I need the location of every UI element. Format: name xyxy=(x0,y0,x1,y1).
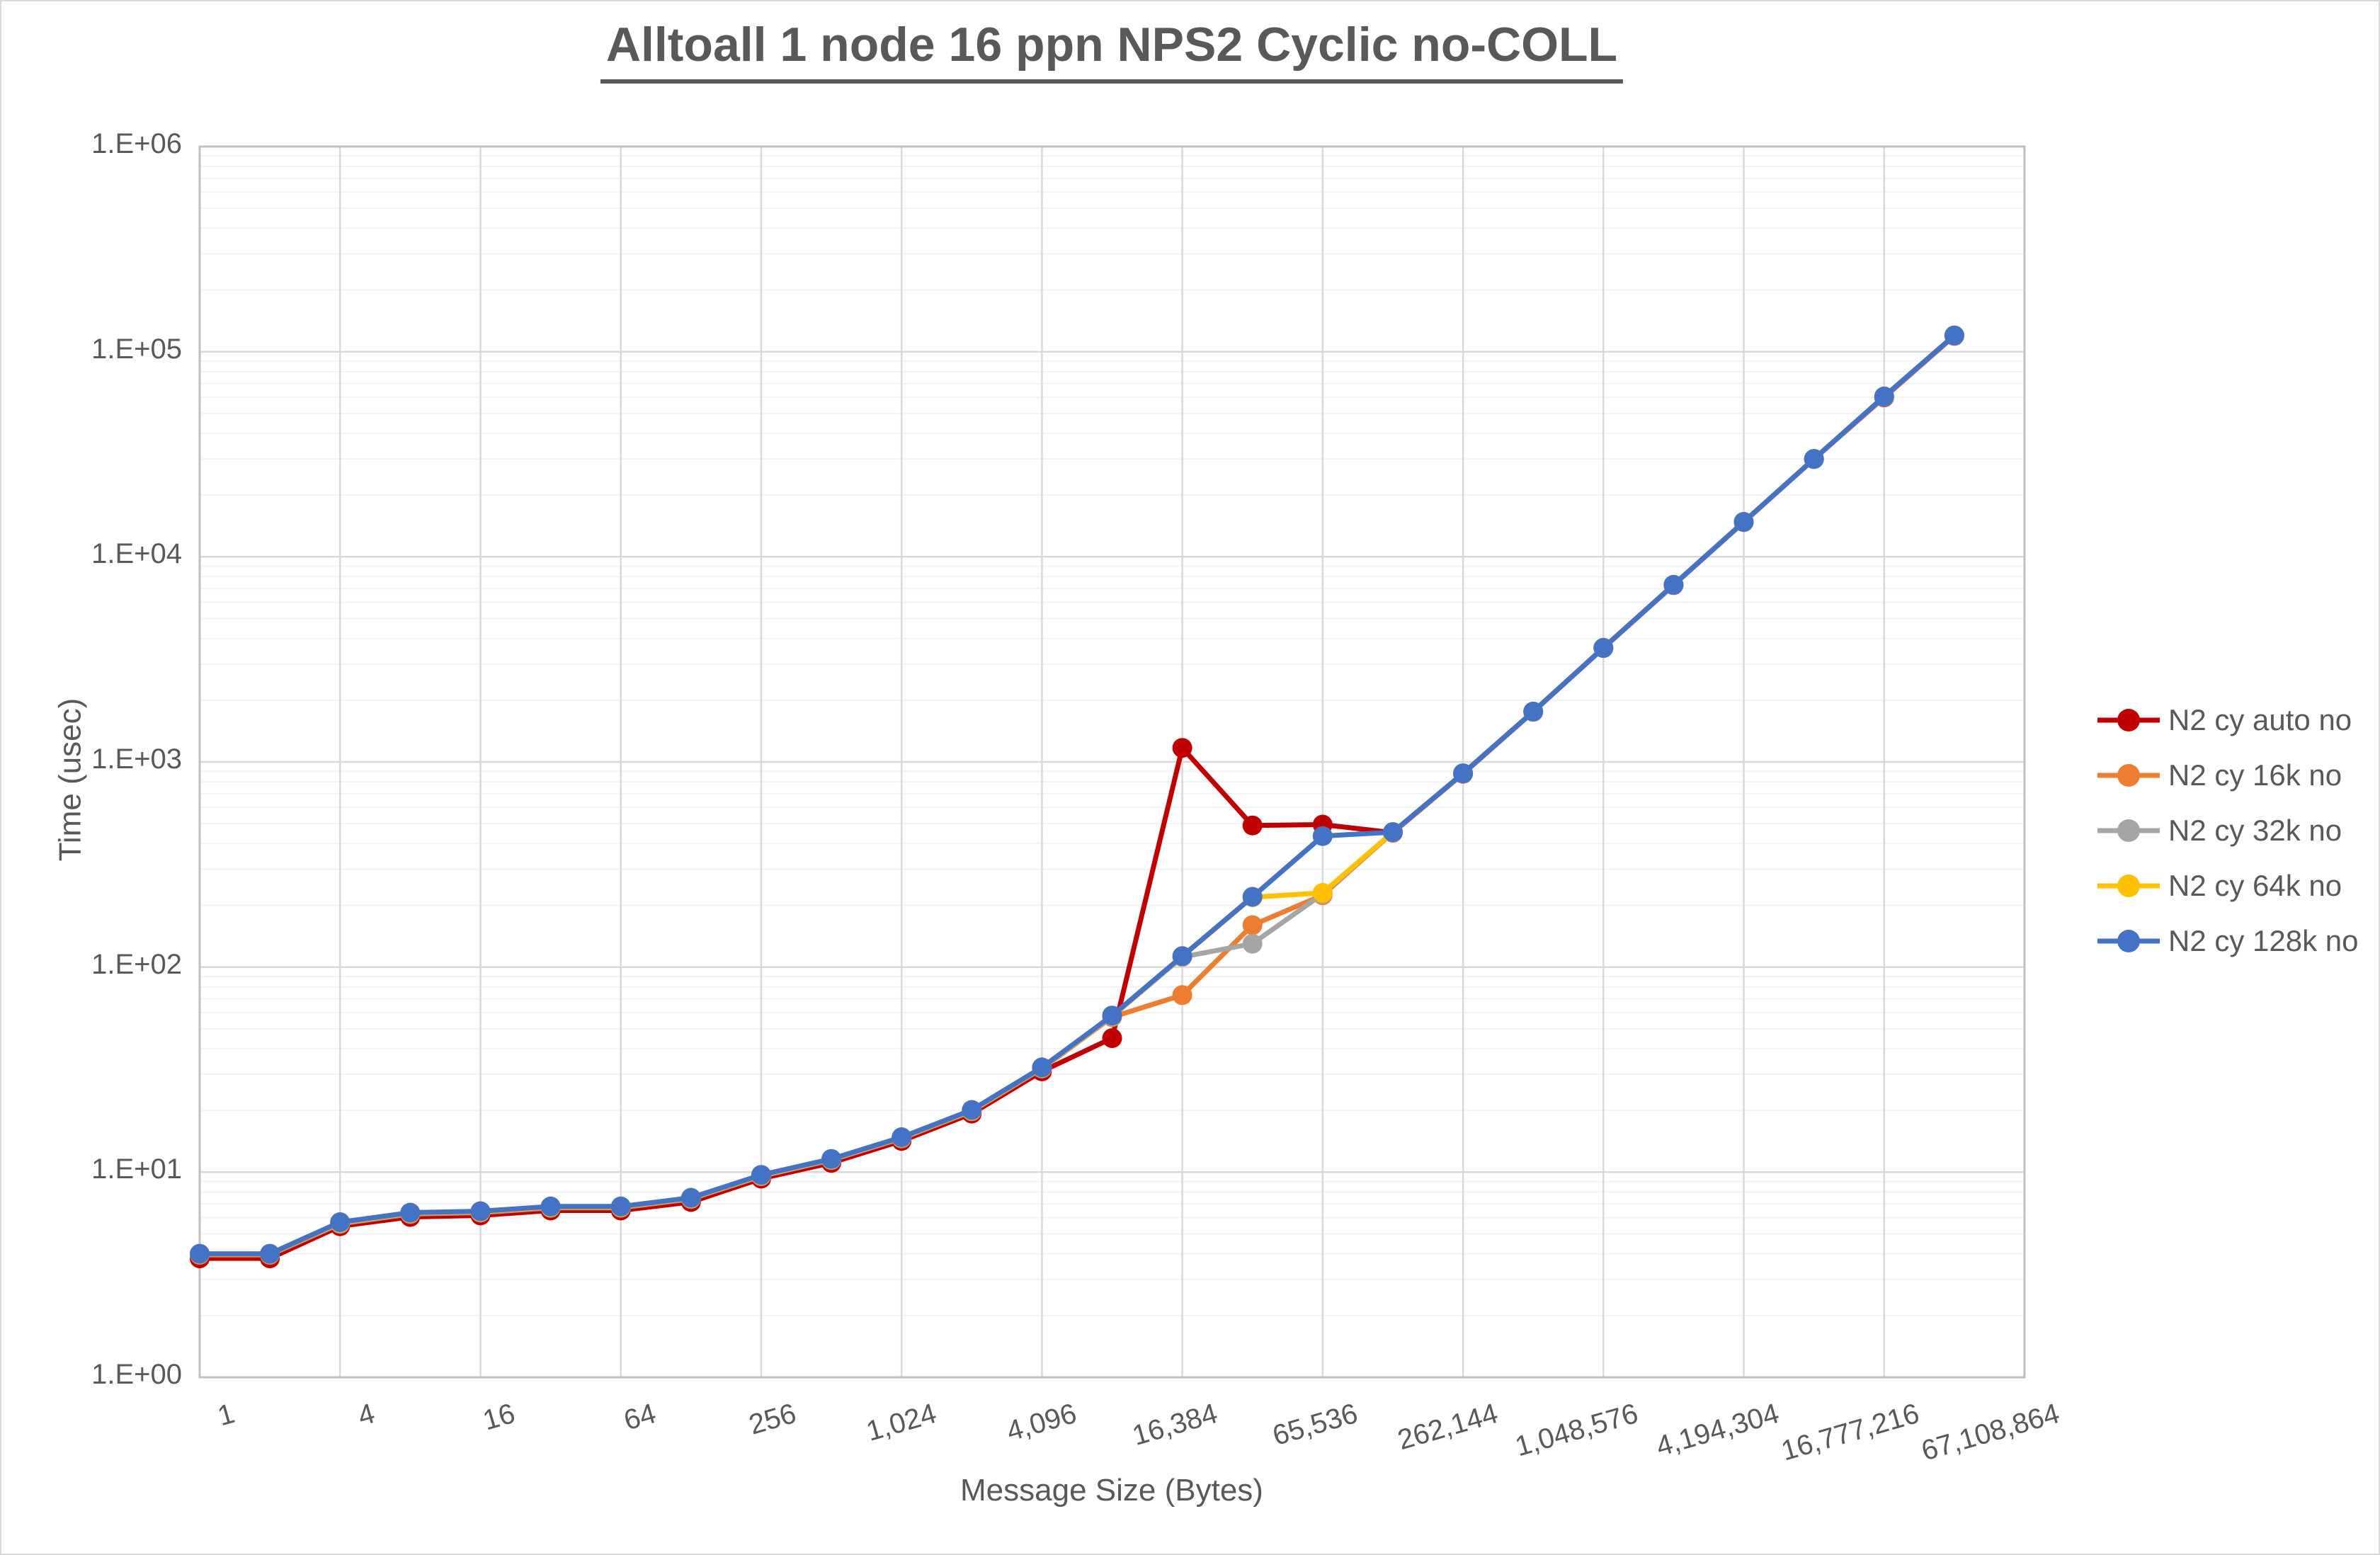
legend-item-n2-cy-128k-no: N2 cy 128k no xyxy=(2096,921,2359,962)
y-tick-label: 1.E+03 xyxy=(91,744,182,775)
series-line-2 xyxy=(197,333,1957,1257)
series-marker-icon xyxy=(892,1127,912,1147)
series-marker-icon xyxy=(1242,915,1263,935)
series-marker-icon xyxy=(1804,449,1824,469)
legend-marker-icon xyxy=(2097,819,2160,842)
series-line-0 xyxy=(197,333,1957,1261)
series-marker-icon xyxy=(1453,763,1474,784)
series-marker-icon xyxy=(1242,887,1263,907)
legend-item-n2-cy-32k-no: N2 cy 32k no xyxy=(2096,810,2359,851)
series-marker-icon xyxy=(1733,512,1754,532)
series-marker-icon xyxy=(1383,822,1403,843)
series-marker-icon xyxy=(540,1196,561,1217)
series-marker-icon xyxy=(610,1196,631,1217)
series-marker-icon xyxy=(1172,985,1192,1006)
legend-label: N2 cy 64k no xyxy=(2168,869,2342,902)
series-marker-icon xyxy=(1312,882,1333,903)
legend-label: N2 cy 128k no xyxy=(2168,924,2359,957)
series-marker-icon xyxy=(751,1165,771,1185)
series-marker-icon xyxy=(1102,1006,1122,1026)
series-marker-icon xyxy=(1523,701,1544,722)
series-marker-icon xyxy=(470,1201,491,1221)
y-tick-label: 1.E+01 xyxy=(91,1154,182,1185)
series-marker-icon xyxy=(1663,574,1684,595)
legend-marker-icon xyxy=(2097,875,2160,897)
series-line-3 xyxy=(197,333,1957,1257)
chart-title: Alltoall 1 node 16 ppn NPS2 Cyclic no-CO… xyxy=(600,17,1624,84)
y-tick-label: 1.E+05 xyxy=(91,333,182,365)
x-axis-title: Message Size (Bytes) xyxy=(960,1473,1263,1508)
series-marker-icon xyxy=(1102,1028,1122,1049)
legend-item-n2-cy-64k-no: N2 cy 64k no xyxy=(2096,865,2359,906)
series-marker-icon xyxy=(1944,325,1964,346)
legend-label: N2 cy auto no xyxy=(2168,703,2352,736)
legend: N2 cy auto no N2 cy 16k no N2 cy 32k no N2 … xyxy=(2096,700,2359,962)
legend-marker-icon xyxy=(2097,930,2160,952)
y-tick-label: 1.E+00 xyxy=(91,1359,182,1390)
series-marker-icon xyxy=(400,1202,421,1223)
series-marker-icon xyxy=(681,1187,701,1208)
series-marker-icon xyxy=(1242,933,1263,954)
y-axis-title: Time (usec) xyxy=(52,697,88,862)
series-marker-icon xyxy=(962,1100,982,1120)
y-tick-label: 1.E+04 xyxy=(91,538,182,570)
series-marker-icon xyxy=(1032,1057,1052,1078)
series-marker-icon xyxy=(1242,815,1263,836)
series-marker-icon xyxy=(1172,946,1192,967)
y-tick-label: 1.E+02 xyxy=(91,948,182,980)
legend-item-n2-cy-16k-no: N2 cy 16k no xyxy=(2096,755,2359,796)
series-marker-icon xyxy=(1172,738,1192,758)
series-marker-icon xyxy=(821,1149,841,1169)
series-marker-icon xyxy=(1874,386,1894,406)
legend-item-n2-cy-auto-no: N2 cy auto no xyxy=(2096,700,2359,741)
series-marker-icon xyxy=(190,1243,210,1264)
series-line-1 xyxy=(197,333,1957,1258)
legend-marker-icon xyxy=(2097,709,2160,731)
series-line-4 xyxy=(197,333,1957,1257)
series-marker-icon xyxy=(330,1212,351,1232)
series-marker-icon xyxy=(1593,637,1614,658)
legend-label: N2 cy 32k no xyxy=(2168,814,2342,847)
y-tick-label: 1.E+06 xyxy=(91,128,182,159)
series-marker-icon xyxy=(1312,826,1333,846)
series-marker-icon xyxy=(260,1243,280,1264)
legend-label: N2 cy 16k no xyxy=(2168,758,2342,792)
legend-marker-icon xyxy=(2097,764,2160,787)
